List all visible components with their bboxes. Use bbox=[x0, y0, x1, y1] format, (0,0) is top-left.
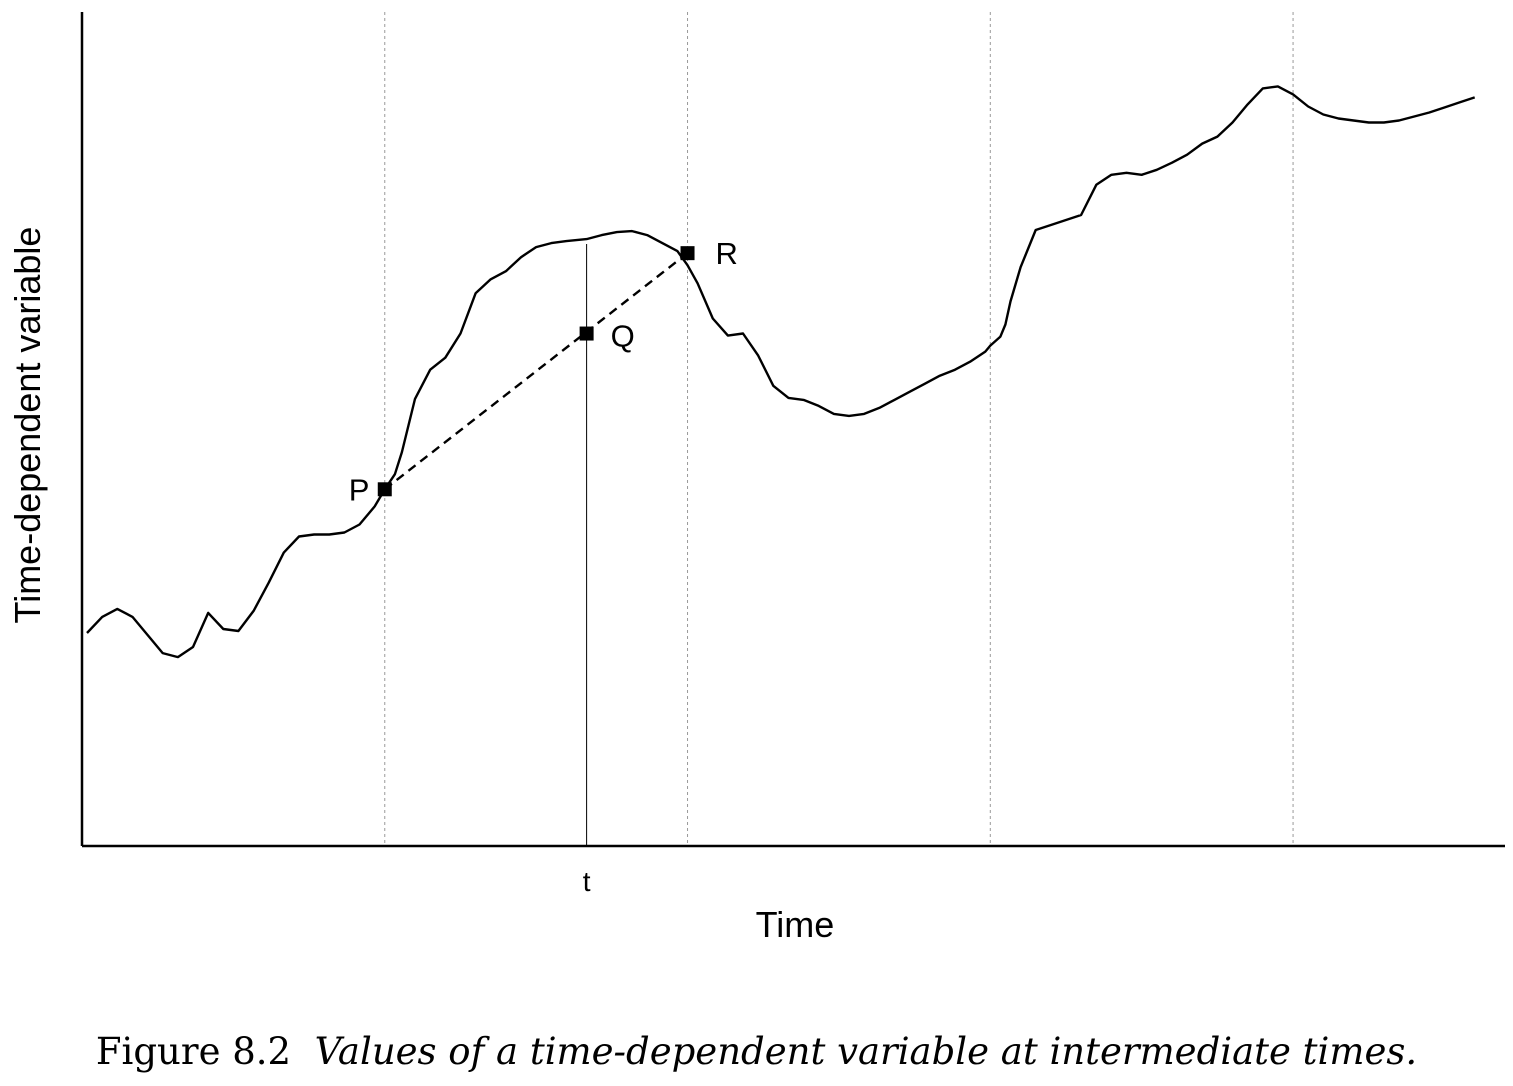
y-axis-label: Time-dependent variable bbox=[7, 227, 48, 624]
gridlines bbox=[384, 12, 1294, 846]
labeled-points: P Q R bbox=[349, 236, 738, 507]
figure-caption: Figure 8.2 Values of a time-dependent va… bbox=[0, 1030, 1513, 1073]
x-axis-label: Time bbox=[756, 904, 835, 945]
point-label-r: R bbox=[716, 236, 738, 271]
x-tick-label-t: t bbox=[583, 866, 591, 897]
point-label-q: Q bbox=[611, 319, 635, 354]
p-to-r-dashed-line bbox=[384, 252, 689, 491]
figure-number: Figure 8.2 bbox=[95, 1030, 292, 1073]
point-marker-r bbox=[680, 246, 695, 261]
series-line bbox=[86, 85, 1476, 659]
point-marker-q bbox=[579, 326, 594, 341]
caption-text: Values of a time-dependent variable at i… bbox=[314, 1030, 1418, 1073]
point-marker-p bbox=[377, 482, 392, 497]
point-label-p: P bbox=[349, 472, 370, 507]
